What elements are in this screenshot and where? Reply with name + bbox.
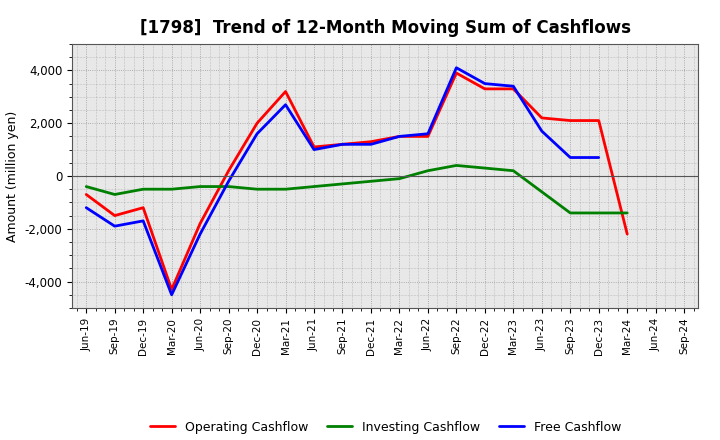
Investing Cashflow [110, 192, 119, 197]
Operating Cashflow [196, 221, 204, 226]
Operating Cashflow [282, 89, 290, 94]
Investing Cashflow [566, 210, 575, 216]
Investing Cashflow [139, 187, 148, 192]
Free Cashflow [423, 131, 432, 136]
Free Cashflow [310, 147, 318, 152]
Investing Cashflow [537, 189, 546, 194]
Operating Cashflow [366, 139, 375, 144]
Investing Cashflow [595, 210, 603, 216]
Investing Cashflow [423, 168, 432, 173]
Title: [1798]  Trend of 12-Month Moving Sum of Cashflows: [1798] Trend of 12-Month Moving Sum of C… [140, 19, 631, 37]
Investing Cashflow [225, 184, 233, 189]
Free Cashflow [338, 142, 347, 147]
Investing Cashflow [623, 210, 631, 216]
Operating Cashflow [452, 70, 461, 76]
Free Cashflow [395, 134, 404, 139]
Operating Cashflow [480, 86, 489, 92]
Free Cashflow [366, 142, 375, 147]
Free Cashflow [196, 231, 204, 237]
Investing Cashflow [282, 187, 290, 192]
Investing Cashflow [366, 179, 375, 184]
Free Cashflow [282, 102, 290, 107]
Investing Cashflow [480, 165, 489, 171]
Free Cashflow [253, 131, 261, 136]
Investing Cashflow [310, 184, 318, 189]
Operating Cashflow [395, 134, 404, 139]
Free Cashflow [595, 155, 603, 160]
Operating Cashflow [566, 118, 575, 123]
Operating Cashflow [423, 134, 432, 139]
Free Cashflow [452, 65, 461, 70]
Free Cashflow [509, 84, 518, 89]
Operating Cashflow [82, 192, 91, 197]
Operating Cashflow [537, 115, 546, 121]
Legend: Operating Cashflow, Investing Cashflow, Free Cashflow: Operating Cashflow, Investing Cashflow, … [145, 416, 626, 439]
Free Cashflow [167, 292, 176, 297]
Investing Cashflow [338, 181, 347, 187]
Free Cashflow [566, 155, 575, 160]
Operating Cashflow [225, 168, 233, 173]
Operating Cashflow [623, 231, 631, 237]
Investing Cashflow [196, 184, 204, 189]
Operating Cashflow [110, 213, 119, 218]
Y-axis label: Amount (million yen): Amount (million yen) [6, 110, 19, 242]
Free Cashflow [139, 218, 148, 224]
Line: Free Cashflow: Free Cashflow [86, 68, 599, 295]
Operating Cashflow [310, 144, 318, 150]
Free Cashflow [82, 205, 91, 210]
Operating Cashflow [509, 86, 518, 92]
Investing Cashflow [395, 176, 404, 181]
Operating Cashflow [595, 118, 603, 123]
Investing Cashflow [253, 187, 261, 192]
Investing Cashflow [167, 187, 176, 192]
Free Cashflow [537, 128, 546, 134]
Operating Cashflow [253, 121, 261, 126]
Investing Cashflow [509, 168, 518, 173]
Free Cashflow [225, 179, 233, 184]
Investing Cashflow [452, 163, 461, 168]
Operating Cashflow [338, 142, 347, 147]
Line: Operating Cashflow: Operating Cashflow [86, 73, 627, 290]
Operating Cashflow [139, 205, 148, 210]
Operating Cashflow [167, 287, 176, 292]
Free Cashflow [110, 224, 119, 229]
Line: Investing Cashflow: Investing Cashflow [86, 165, 627, 213]
Free Cashflow [480, 81, 489, 86]
Investing Cashflow [82, 184, 91, 189]
